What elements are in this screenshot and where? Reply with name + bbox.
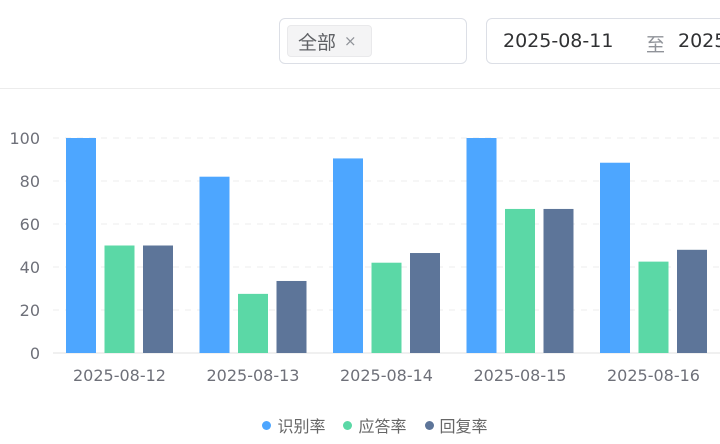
x-tick-label: 2025-08-16 <box>607 366 700 385</box>
y-tick-label: 80 <box>20 172 40 191</box>
bar <box>333 158 363 353</box>
bar <box>466 138 497 353</box>
bar <box>199 176 230 353</box>
bar <box>600 162 630 353</box>
end-date-input[interactable]: 2025-08-17 <box>678 30 720 52</box>
legend-dot-icon <box>343 420 353 430</box>
y-tick-label: 20 <box>20 301 40 320</box>
legend-item[interactable]: 回复率 <box>424 414 488 436</box>
legend-item[interactable]: 应答率 <box>343 414 407 436</box>
bar <box>66 138 96 353</box>
bar <box>638 261 669 353</box>
tag-label: 全部 <box>298 31 337 54</box>
y-tick-label: 0 <box>30 344 40 363</box>
legend-dot-icon <box>262 420 272 430</box>
legend-dot-icon <box>424 420 434 430</box>
bar <box>143 245 173 353</box>
y-tick-label: 60 <box>20 215 40 234</box>
x-tick-label: 2025-08-15 <box>474 366 567 385</box>
legend-label: 识别率 <box>277 417 326 436</box>
bar <box>371 262 402 353</box>
start-date-input[interactable]: 2025-08-11 <box>503 30 614 52</box>
bar <box>104 245 135 353</box>
filter-bar: 全部 × 2025-08-11 至 2025-08-17 <box>0 0 720 89</box>
legend-item[interactable]: 识别率 <box>262 414 325 436</box>
tag-close-icon[interactable]: × <box>344 32 357 50</box>
date-range-separator: 至 <box>646 34 666 56</box>
selected-tag: 全部 × <box>287 25 372 57</box>
bar <box>410 253 440 353</box>
x-tick-label: 2025-08-14 <box>340 366 433 385</box>
legend-label: 应答率 <box>358 417 407 436</box>
legend-label: 回复率 <box>439 417 488 436</box>
y-tick-label: 40 <box>20 258 40 277</box>
bar <box>677 249 707 353</box>
y-tick-label: 100 <box>9 129 40 148</box>
bar <box>505 208 535 353</box>
bar <box>276 280 307 353</box>
bar <box>543 208 574 353</box>
date-range-picker[interactable]: 2025-08-11 至 2025-08-17 <box>486 18 720 64</box>
bar-chart: 0 20 40 60 80 100 2025-08-12 2025-08-13 2025-08-… <box>9 129 720 385</box>
x-tick-label: 2025-08-13 <box>207 366 300 385</box>
bar <box>238 293 268 353</box>
category-select[interactable]: 全部 × <box>279 18 467 64</box>
x-tick-label: 2025-08-12 <box>73 366 166 385</box>
chart-legend: 识别率 应答率 回复率 <box>0 414 720 436</box>
